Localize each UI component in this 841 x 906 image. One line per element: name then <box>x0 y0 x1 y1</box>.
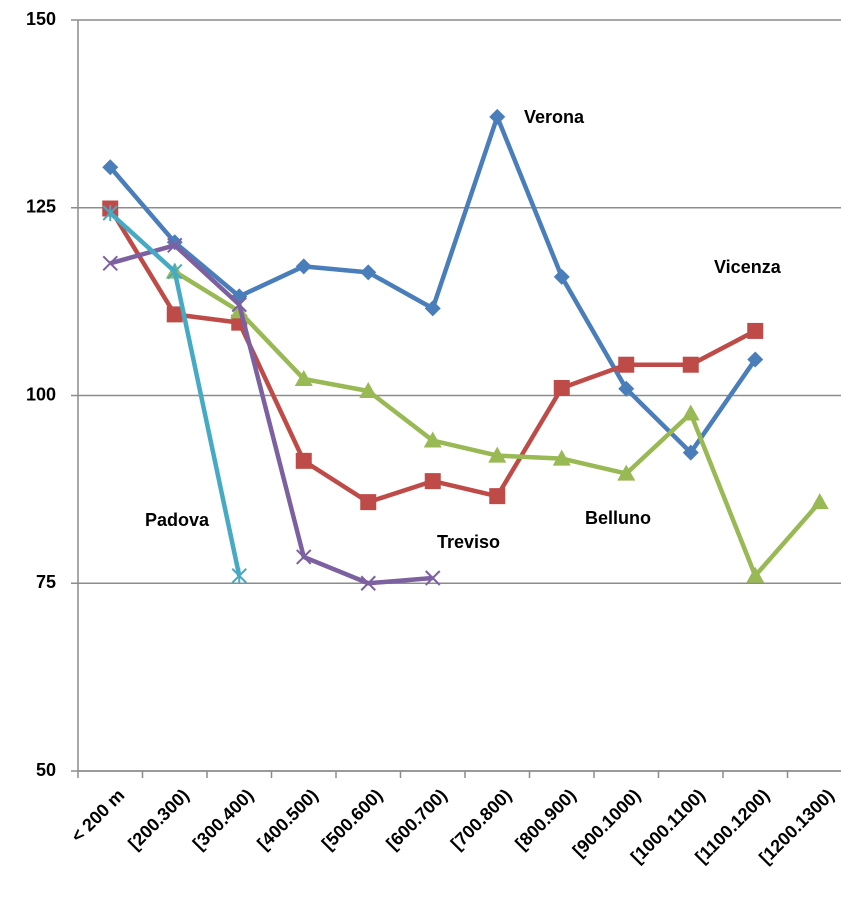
marker <box>682 356 699 373</box>
marker <box>488 446 507 463</box>
marker <box>618 380 635 397</box>
marker <box>489 108 506 125</box>
marker <box>682 444 699 461</box>
series-label: Padova <box>145 510 210 530</box>
marker <box>359 381 378 398</box>
marker <box>231 567 247 584</box>
marker <box>424 473 441 490</box>
series-line <box>108 114 758 455</box>
marker <box>295 258 312 275</box>
y-tick-label: 125 <box>26 197 56 217</box>
marker <box>166 306 183 323</box>
x-tick-label: [800.900) <box>511 785 580 854</box>
series-line <box>108 207 757 505</box>
x-tick-label: [300.400) <box>189 785 258 854</box>
marker <box>360 575 376 591</box>
y-tick-label: 150 <box>26 9 56 29</box>
marker <box>295 452 312 469</box>
series-label: Vicenza <box>714 257 782 277</box>
marker <box>424 300 441 317</box>
marker <box>167 263 183 280</box>
marker <box>747 322 764 339</box>
y-tick-label: 75 <box>36 572 56 592</box>
marker <box>425 570 441 586</box>
series-label: Verona <box>524 107 585 127</box>
marker <box>296 549 312 565</box>
series-line <box>109 243 433 586</box>
marker <box>294 369 313 386</box>
series-label: Belluno <box>585 508 651 528</box>
marker <box>553 379 570 396</box>
marker <box>167 237 183 254</box>
y-tick-label: 50 <box>36 760 56 780</box>
marker <box>489 488 506 505</box>
x-tick-label: [200.300) <box>124 785 193 854</box>
marker <box>617 464 636 481</box>
series-label: Treviso <box>437 532 500 552</box>
marker <box>231 296 247 313</box>
marker <box>552 449 571 466</box>
marker <box>553 268 570 285</box>
y-tick-label: 100 <box>26 384 56 404</box>
marker <box>810 493 829 510</box>
x-tick-label: [500.600) <box>318 785 387 854</box>
x-tick-label: [700.800) <box>447 785 516 854</box>
marker <box>746 566 765 583</box>
marker <box>102 205 118 222</box>
x-tick-label: [400.500) <box>253 785 322 854</box>
marker <box>360 264 377 281</box>
marker <box>360 494 377 511</box>
x-tick-label: [600.700) <box>382 785 451 854</box>
marker <box>618 356 635 373</box>
marker <box>102 159 119 176</box>
marker <box>747 351 764 368</box>
marker <box>681 404 700 421</box>
marker <box>423 431 442 448</box>
marker <box>102 255 118 272</box>
x-tick-label: < 200 m <box>67 785 128 846</box>
